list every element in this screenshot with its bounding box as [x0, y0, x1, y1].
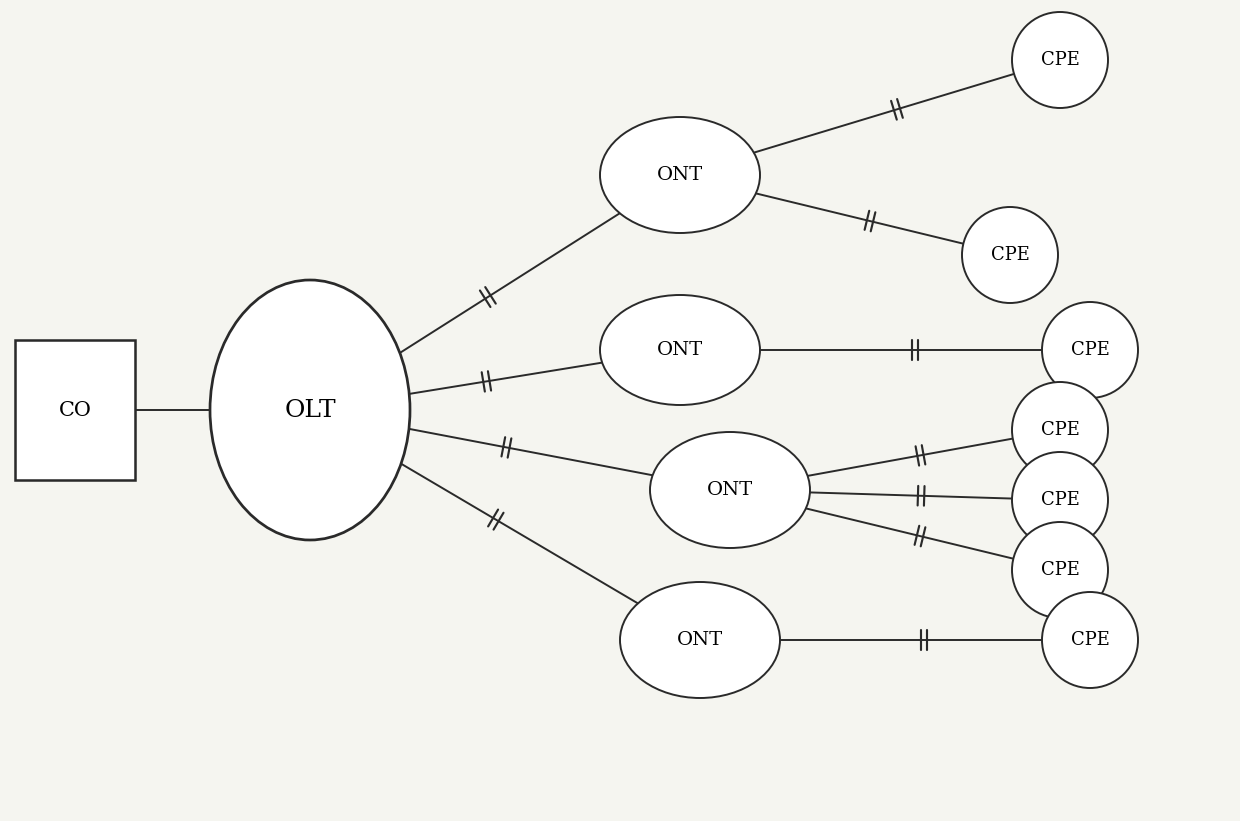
Text: CPE: CPE	[1040, 561, 1080, 579]
Ellipse shape	[210, 280, 410, 540]
Text: CPE: CPE	[1040, 421, 1080, 439]
Ellipse shape	[600, 295, 760, 405]
Circle shape	[1012, 382, 1109, 478]
Text: CO: CO	[58, 401, 92, 420]
Text: CPE: CPE	[1070, 631, 1110, 649]
Circle shape	[1012, 452, 1109, 548]
Text: CPE: CPE	[1070, 341, 1110, 359]
Ellipse shape	[650, 432, 810, 548]
Circle shape	[1012, 12, 1109, 108]
Circle shape	[1012, 522, 1109, 618]
Circle shape	[1042, 592, 1138, 688]
Text: CPE: CPE	[1040, 51, 1080, 69]
Text: ONT: ONT	[707, 481, 753, 499]
Circle shape	[1042, 302, 1138, 398]
Ellipse shape	[600, 117, 760, 233]
Text: ONT: ONT	[677, 631, 723, 649]
Circle shape	[962, 207, 1058, 303]
Text: ONT: ONT	[657, 341, 703, 359]
Text: OLT: OLT	[284, 398, 336, 421]
Text: CPE: CPE	[1040, 491, 1080, 509]
Bar	[15, 340, 135, 480]
Text: CPE: CPE	[991, 246, 1029, 264]
Text: ONT: ONT	[657, 166, 703, 184]
Ellipse shape	[620, 582, 780, 698]
